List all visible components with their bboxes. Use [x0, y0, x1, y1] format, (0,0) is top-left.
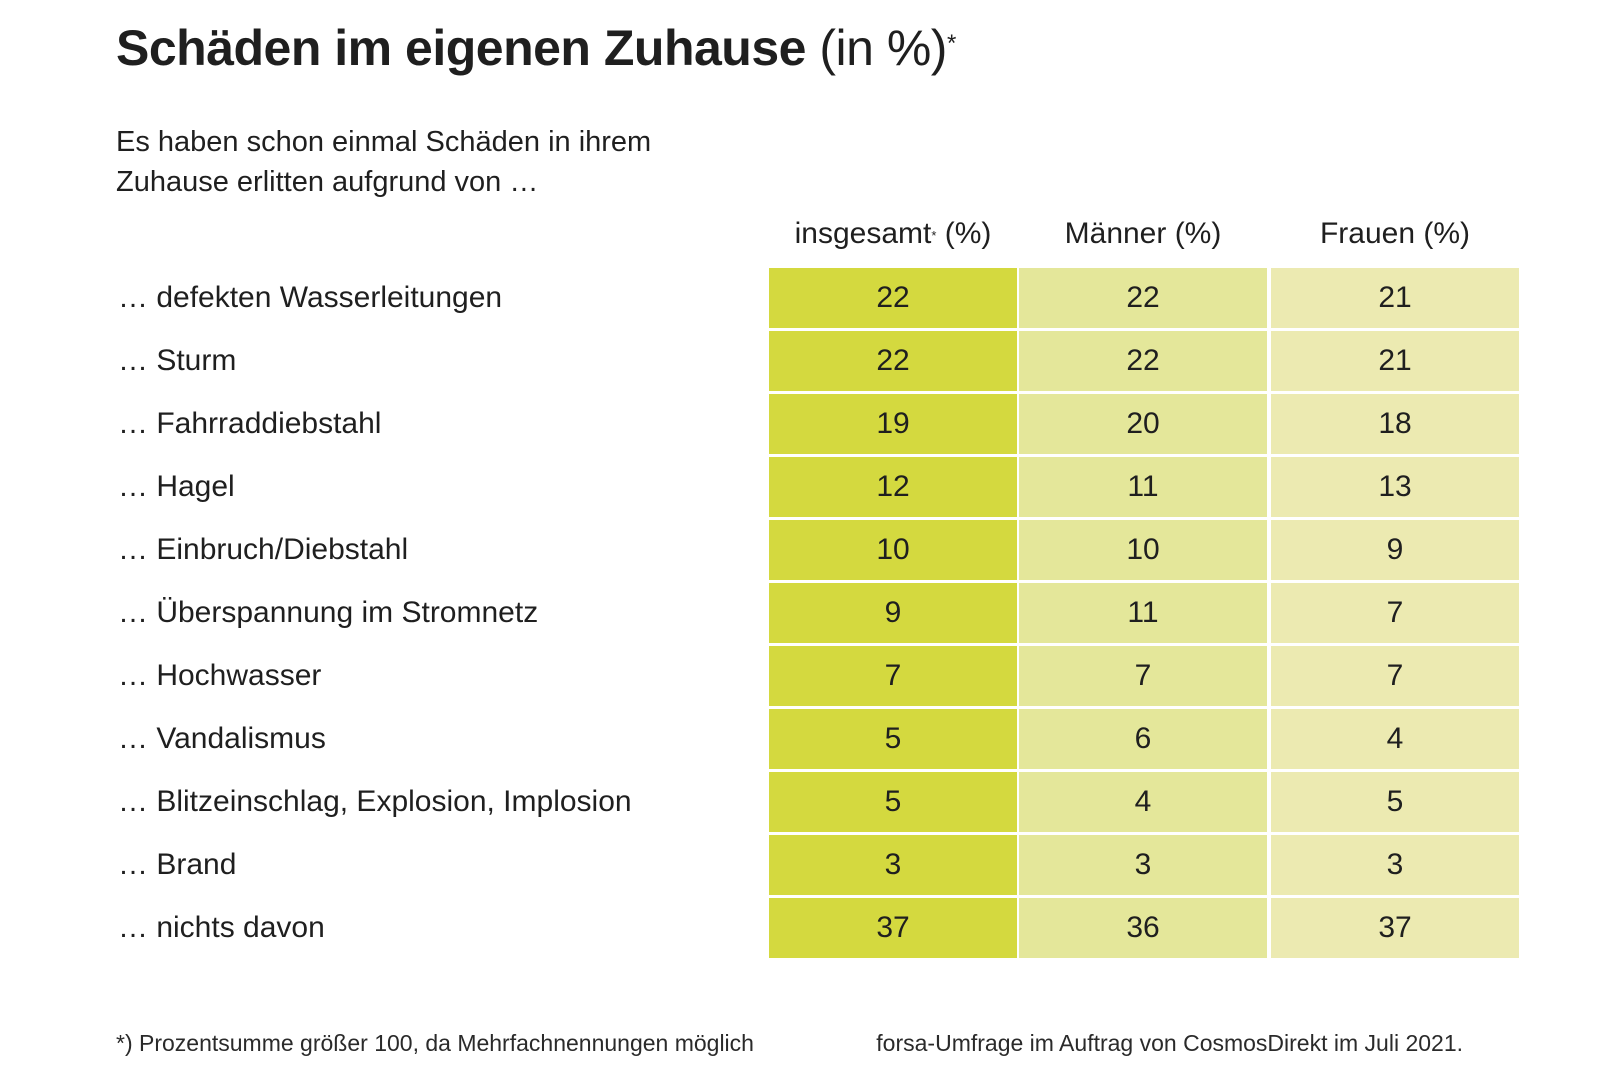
row-label: … Blitzeinschlag, Explosion, Implosion — [118, 785, 632, 818]
table-cell: 21 — [1271, 268, 1519, 328]
column-header-unit: (%) — [1415, 217, 1471, 250]
column-header-3: Frauen (%) — [1271, 212, 1519, 256]
table-cell: 13 — [1271, 457, 1519, 517]
row-label: … Hochwasser — [118, 659, 322, 692]
table-cell: 9 — [769, 583, 1017, 643]
table-cell: 3 — [1271, 835, 1519, 895]
table-cell: 3 — [769, 835, 1017, 895]
table-cell: 22 — [769, 268, 1017, 328]
table-cell: 19 — [769, 394, 1017, 454]
row-label: … Überspannung im Stromnetz — [118, 596, 539, 629]
table-cell: 4 — [1019, 772, 1267, 832]
column-header-label: insgesamt — [794, 217, 932, 250]
source-note: forsa-Umfrage im Auftrag von CosmosDirek… — [876, 1030, 1463, 1056]
table-cell: 12 — [769, 457, 1017, 517]
row-label: … Hagel — [118, 470, 235, 503]
table-cell: 18 — [1271, 394, 1519, 454]
table-cell: 22 — [1019, 268, 1267, 328]
table-cell: 5 — [1271, 772, 1519, 832]
table-cell: 4 — [1271, 709, 1519, 769]
row-label: … nichts davon — [118, 911, 325, 944]
table-cell: 7 — [1271, 583, 1519, 643]
column-header-1: insgesamt* (%) — [769, 212, 1017, 256]
table-cell: 5 — [769, 772, 1017, 832]
column-header-unit: (%) — [936, 217, 992, 250]
table-cell: 3 — [1019, 835, 1267, 895]
column-header-footnote-mark: * — [931, 228, 937, 243]
column-header-unit: (%) — [1166, 217, 1222, 250]
table-cell: 7 — [1019, 646, 1267, 706]
row-label: … Einbruch/Diebstahl — [118, 533, 409, 566]
row-label: … Vandalismus — [118, 722, 326, 755]
table-cell: 22 — [1019, 331, 1267, 391]
table-cell: 21 — [1271, 331, 1519, 391]
title-footnote-mark: * — [946, 30, 956, 57]
table-cell: 7 — [1271, 646, 1519, 706]
column-header-2: Männer (%) — [1019, 212, 1267, 256]
table-cell: 10 — [769, 520, 1017, 580]
table-cell: 11 — [1019, 457, 1267, 517]
row-label: … Sturm — [118, 344, 237, 377]
table-cell: 37 — [1271, 898, 1519, 958]
title-main: Schäden im eigenen Zuhause — [116, 20, 806, 76]
subtitle: Es haben schon einmal Schäden in ihrem Z… — [116, 126, 652, 198]
table-cell: 6 — [1019, 709, 1267, 769]
column-header-label: Frauen — [1319, 217, 1416, 250]
table-cell: 5 — [769, 709, 1017, 769]
page-title: Schäden im eigenen Zuhause (in %)* — [116, 18, 956, 78]
table-cell: 9 — [1271, 520, 1519, 580]
row-label: … Brand — [118, 848, 237, 881]
table-cell: 20 — [1019, 394, 1267, 454]
table-cell: 11 — [1019, 583, 1267, 643]
title-unit: (in %) — [819, 20, 947, 76]
table-cell: 36 — [1019, 898, 1267, 958]
footnote: *) Prozentsumme größer 100, da Mehrfachn… — [116, 1030, 754, 1056]
table-cell: 10 — [1019, 520, 1267, 580]
column-header-label: Männer — [1064, 217, 1167, 250]
row-label: … Fahrraddiebstahl — [118, 407, 382, 440]
row-label: … defekten Wasserleitungen — [118, 281, 503, 314]
table-cell: 22 — [769, 331, 1017, 391]
table-cell: 7 — [769, 646, 1017, 706]
table-cell: 37 — [769, 898, 1017, 958]
